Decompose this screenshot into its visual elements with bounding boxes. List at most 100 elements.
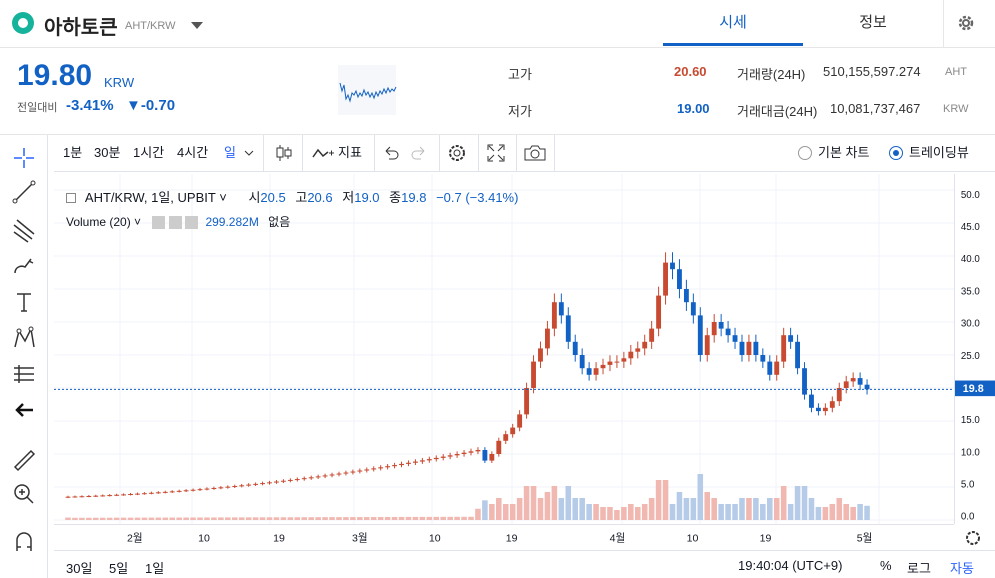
volume-bar <box>489 504 495 520</box>
interval-1d[interactable]: 일 <box>224 145 236 160</box>
volume-eye-icon[interactable] <box>152 216 166 230</box>
price-scale[interactable]: 50.045.040.035.030.025.020.015.010.05.00… <box>954 174 995 524</box>
volume-bar <box>468 516 474 520</box>
volume-remove-icon[interactable] <box>185 216 199 230</box>
candle-body <box>697 315 703 355</box>
toolbar-divider <box>374 135 375 171</box>
scale-settings-icon[interactable] <box>962 528 984 548</box>
drawing-toolbar <box>0 135 48 578</box>
volume-bar <box>169 517 176 520</box>
volume-bar <box>183 517 189 520</box>
volume-bar <box>357 517 363 520</box>
log-toggle[interactable]: 로그 <box>907 561 931 576</box>
candle-body <box>593 368 599 375</box>
text-icon[interactable] <box>9 287 39 317</box>
volume-bar <box>662 480 669 520</box>
current-price: 19.80 <box>17 59 93 92</box>
coin-dropdown-icon[interactable] <box>191 22 203 29</box>
redo-icon[interactable] <box>410 145 428 161</box>
volume-bar <box>697 474 704 520</box>
tab-quote[interactable]: 시세 <box>663 0 803 46</box>
volume-label[interactable]: Volume (20) <box>66 215 131 229</box>
interval-1m[interactable]: 1분 <box>63 145 83 160</box>
price-tick-label: 30.0 <box>961 319 981 330</box>
legend-symbol[interactable]: AHT/KRW, 1일, UPBIT <box>84 190 216 205</box>
zoom-in-icon[interactable] <box>9 479 39 509</box>
fullscreen-icon[interactable] <box>486 143 506 163</box>
legend-collapse-icon[interactable] <box>66 192 76 203</box>
price-chart[interactable] <box>54 174 954 524</box>
candle-body <box>864 384 870 390</box>
volume-settings-icon[interactable] <box>168 216 182 230</box>
volume-dropdown-icon[interactable]: ˅ <box>134 215 142 229</box>
volume-bar <box>857 504 863 520</box>
volume-bar <box>141 517 148 520</box>
percent-toggle[interactable]: % <box>880 558 892 573</box>
candle-body <box>253 483 259 485</box>
ruler-icon[interactable] <box>9 445 39 475</box>
time-tick-label: 5월 <box>857 532 873 544</box>
prediction-icon[interactable] <box>9 359 39 389</box>
toolbar-divider <box>263 135 264 171</box>
volume-bar <box>739 498 745 520</box>
brush-icon[interactable] <box>9 251 39 281</box>
price-tick-label: 15.0 <box>961 415 981 426</box>
volume-bar <box>336 517 342 520</box>
legend-low: 19.0 <box>354 190 380 205</box>
trading-view-radio[interactable] <box>889 146 903 160</box>
volume-bar <box>822 507 829 520</box>
pattern-icon[interactable] <box>9 323 39 353</box>
legend-close-label: 종 <box>389 190 402 205</box>
time-scale[interactable]: 2월 10 19 3월 10 19 4월 10 19 5월 <box>54 524 954 550</box>
camera-icon[interactable] <box>523 143 547 163</box>
volume-bar <box>641 504 648 520</box>
auto-toggle[interactable]: 자동 <box>950 561 974 576</box>
candle-body <box>371 468 377 470</box>
basic-chart-label[interactable]: 기본 차트 <box>818 145 870 160</box>
volume-bar <box>225 517 231 520</box>
pitchfork-icon[interactable] <box>9 215 39 245</box>
candle-body <box>343 472 349 474</box>
trading-view-label[interactable]: 트레이딩뷰 <box>909 145 969 160</box>
interval-4h[interactable]: 4시간 <box>177 145 209 160</box>
volume-bar <box>259 517 266 520</box>
volume-label: 거래량(24H) <box>737 67 806 82</box>
candle-type-icon[interactable] <box>274 143 294 163</box>
volume-bar <box>509 504 516 520</box>
coin-name[interactable]: 아하토큰 <box>44 17 118 39</box>
undo-icon[interactable] <box>382 145 400 161</box>
legend-dropdown-icon[interactable]: ˅ <box>219 190 227 205</box>
range-30d[interactable]: 30일 <box>66 561 93 576</box>
toolbar-divider <box>302 135 303 171</box>
indicator-icon[interactable] <box>311 143 335 163</box>
candle-body <box>482 449 488 461</box>
interval-1h[interactable]: 1시간 <box>133 145 165 160</box>
crosshair-icon[interactable] <box>9 143 39 173</box>
settings-button[interactable] <box>943 0 995 47</box>
indicator-button[interactable]: 지표 <box>338 145 362 160</box>
price-summary: 19.80 KRW 전일대비 -3.41% ▼-0.70 고가 20.60 저가… <box>0 49 995 135</box>
interval-dropdown-icon[interactable] <box>244 149 254 157</box>
candle-body <box>496 440 502 454</box>
volume-bar <box>419 516 426 520</box>
volume-bar <box>718 504 724 520</box>
volume-bar <box>600 507 606 520</box>
candle-body <box>128 494 133 496</box>
range-1d[interactable]: 1일 <box>145 561 165 576</box>
trend-line-icon[interactable] <box>9 177 39 207</box>
candle-body <box>683 289 689 303</box>
interval-30m[interactable]: 30분 <box>94 145 121 160</box>
volume-bar <box>628 504 634 520</box>
candle-body <box>628 351 634 359</box>
volume-bar <box>93 517 99 520</box>
price-tick-label: 40.0 <box>961 254 981 265</box>
basic-chart-radio[interactable] <box>798 146 812 160</box>
volume-bar <box>773 498 780 520</box>
back-arrow-icon[interactable] <box>9 395 39 425</box>
tab-info[interactable]: 정보 <box>859 14 887 31</box>
mini-sparkline <box>338 65 478 115</box>
legend-open: 20.5 <box>260 190 286 205</box>
range-5d[interactable]: 5일 <box>109 561 129 576</box>
magnet-icon[interactable] <box>9 527 39 557</box>
chart-settings-icon[interactable] <box>446 142 468 164</box>
